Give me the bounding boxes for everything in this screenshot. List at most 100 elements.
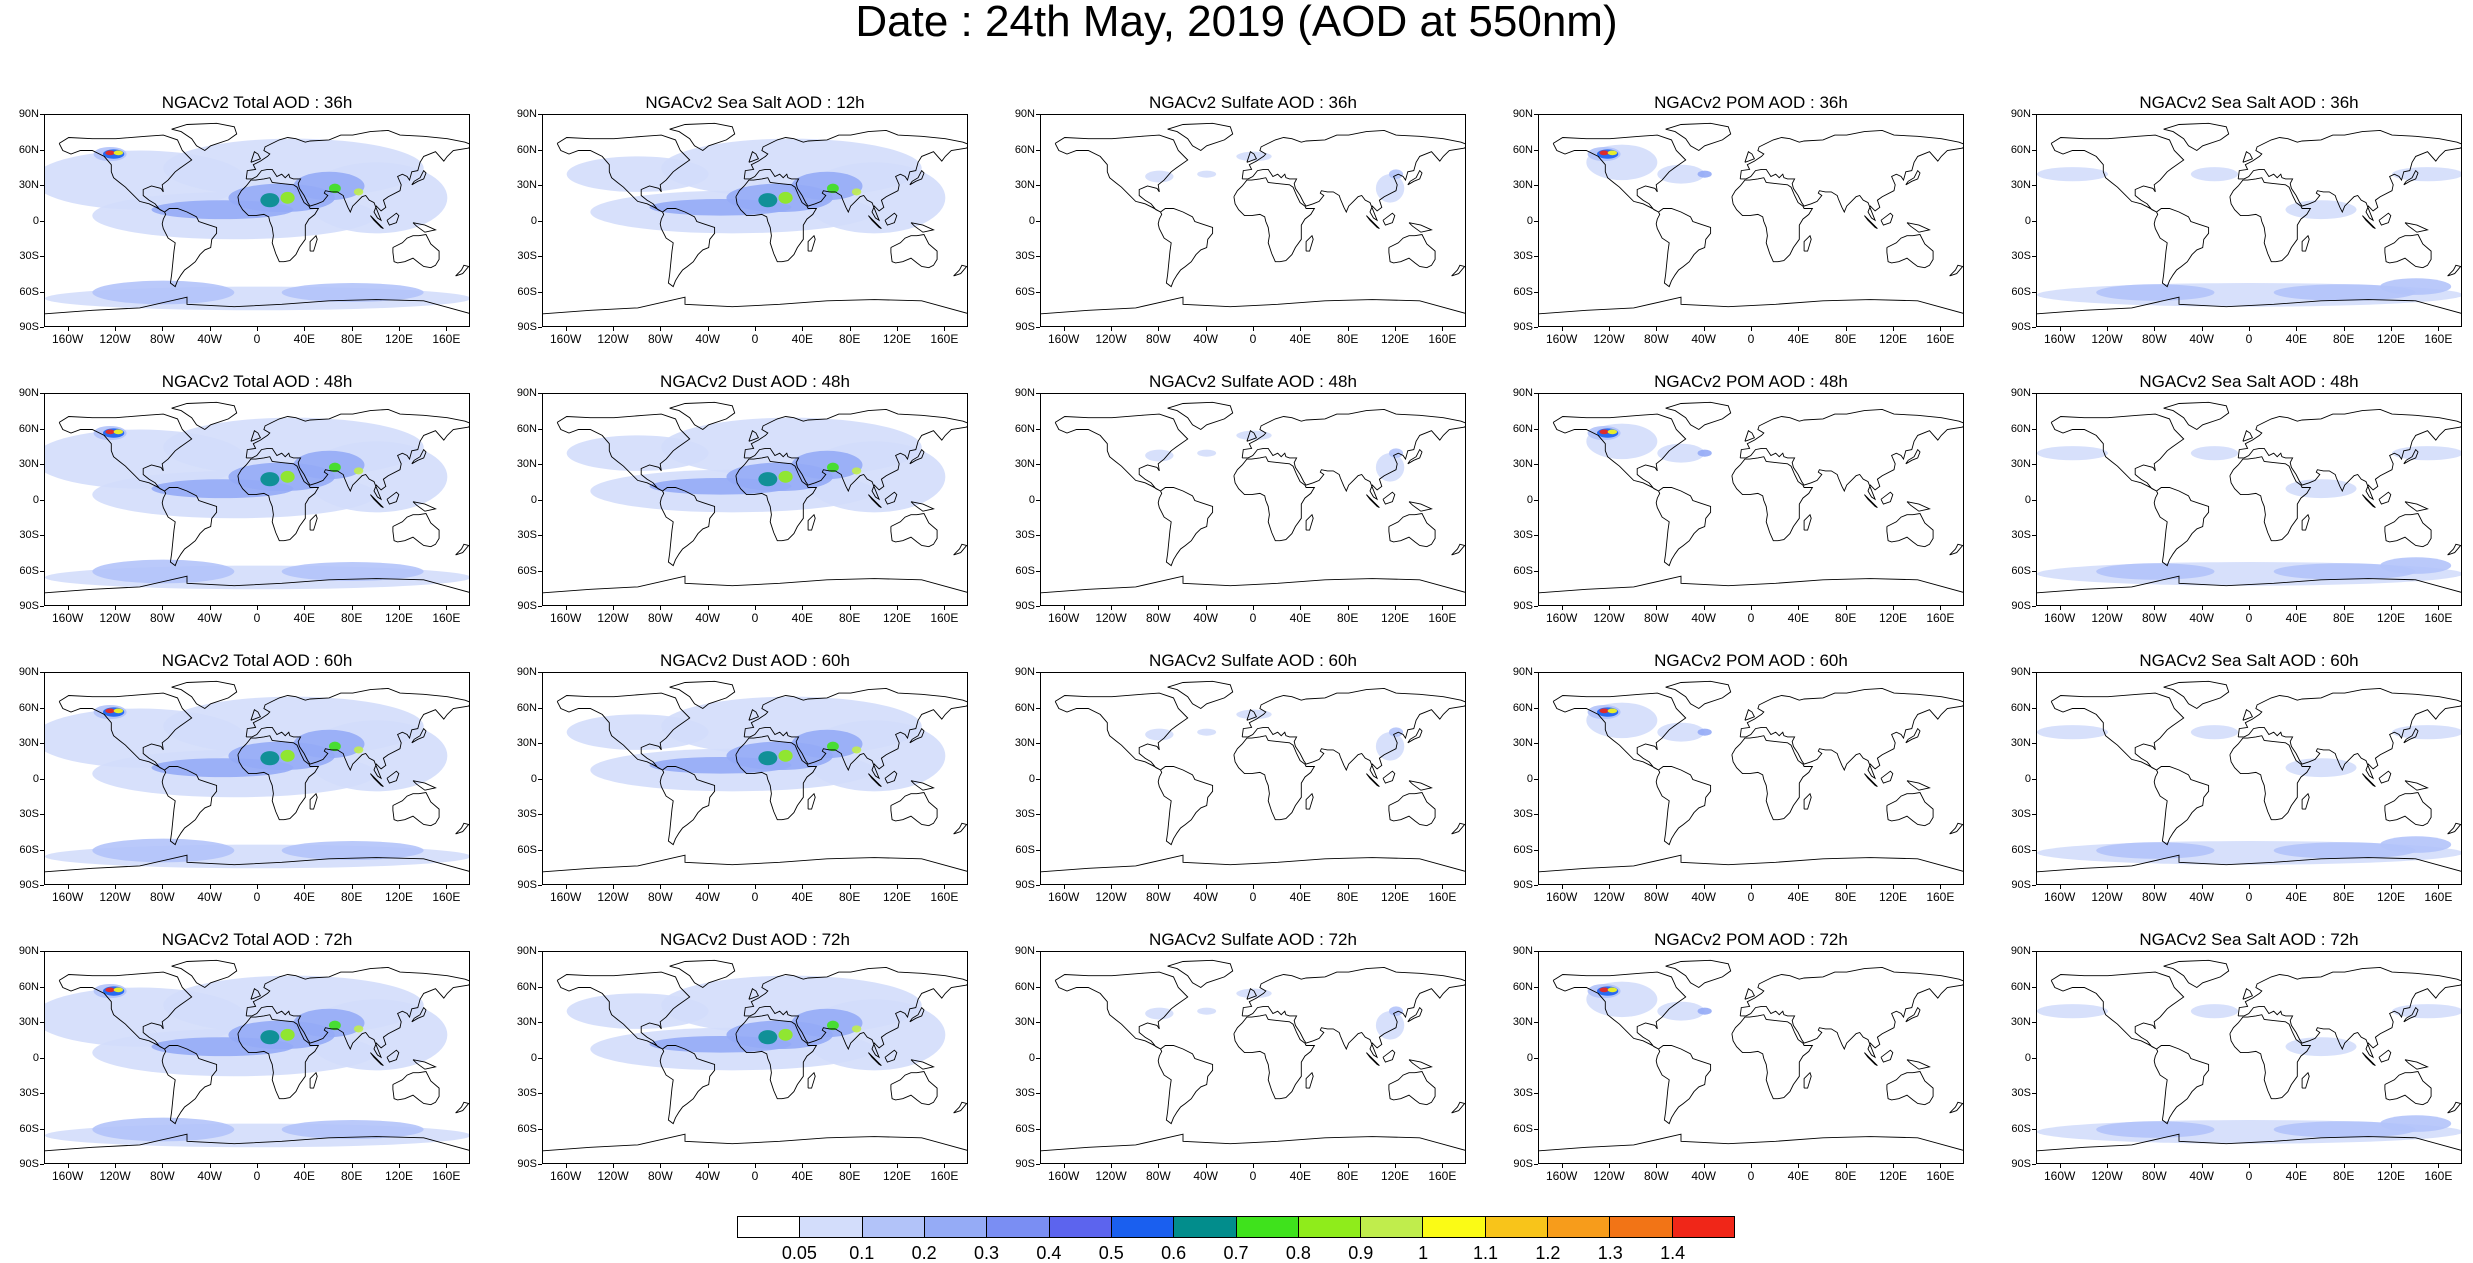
aod-field-patch — [113, 150, 124, 156]
lon-tick-mark — [399, 327, 400, 331]
lon-tick-mark — [67, 885, 69, 889]
lon-tick-mark — [2296, 327, 2298, 331]
lon-tick-mark — [1656, 606, 1658, 610]
lat-tick-label: 60N — [516, 143, 537, 156]
lon-tick-mark — [802, 885, 804, 889]
coastline — [2362, 1052, 2376, 1066]
lat-tick-label: 30N — [1512, 458, 1533, 470]
coastline — [2163, 959, 2230, 989]
coastline — [245, 408, 469, 501]
lat-tick-label: 0 — [2024, 493, 2031, 506]
lon-tick-label: 160W — [2043, 890, 2076, 904]
panel-title: NGACv2 Sea Salt AOD : 12h — [645, 93, 865, 112]
lon-tick-mark — [613, 885, 614, 889]
lat-tick-label: 30S — [19, 808, 39, 820]
lon-tick-label: 40W — [695, 890, 720, 904]
lon-tick-label: 120E — [1380, 332, 1410, 346]
coastline — [1388, 234, 1436, 269]
coastline — [1246, 709, 1258, 721]
lon-tick-mark — [2438, 885, 2440, 889]
lat-tick-mark — [1036, 220, 1040, 222]
lon-tick-mark — [1609, 606, 1610, 610]
coastline — [748, 151, 760, 163]
lon-tick-label: 160W — [1545, 332, 1578, 346]
lon-tick-mark — [660, 606, 662, 610]
colorbar-tick-label: 1.3 — [1597, 1243, 1623, 1263]
colorbar-tick-label: 0.8 — [1285, 1243, 1311, 1263]
map-frame — [542, 114, 968, 327]
lat-tick-mark — [1534, 778, 1538, 780]
lon-tick-mark — [1253, 885, 1254, 889]
lon-tick-mark — [1395, 1164, 1396, 1168]
lon-tick-label: 40E — [293, 1169, 315, 1183]
coastline — [2447, 1101, 2461, 1114]
aod-field-patch — [2273, 1121, 2416, 1138]
coastline — [556, 413, 691, 492]
lat-tick-label: 90N — [1014, 945, 1035, 957]
coastline — [1382, 770, 1396, 784]
coastline — [1906, 501, 1931, 512]
lat-tick-label: 90S — [1015, 1158, 1035, 1170]
lon-tick-mark — [1111, 885, 1112, 889]
lon-tick-mark — [802, 1164, 804, 1168]
lat-tick-label: 30N — [18, 458, 39, 470]
lon-tick-mark — [1656, 327, 1658, 331]
colorbar-swatch — [987, 1217, 1050, 1237]
lat-tick-mark — [40, 327, 44, 328]
lat-tick-mark — [40, 814, 44, 815]
lat-tick-mark — [1534, 114, 1538, 115]
lon-tick-label: 160E — [1926, 890, 1955, 904]
lon-tick-mark — [67, 606, 69, 610]
lon-tick-mark — [1253, 327, 1254, 331]
panel-title: NGACv2 POM AOD : 48h — [1654, 372, 1848, 391]
lon-tick-label: 0 — [1747, 611, 1755, 625]
coastline — [411, 169, 427, 186]
lon-tick-mark — [755, 1164, 756, 1168]
panel-title: NGACv2 Sulfate AOD : 48h — [1149, 372, 1357, 391]
lat-tick-label: 90S — [19, 321, 39, 333]
colorbar-swatch — [1111, 1217, 1175, 1237]
lon-tick-mark — [1703, 1164, 1705, 1168]
lon-tick-label: 0 — [751, 611, 759, 625]
coastline — [1041, 854, 1465, 873]
aod-field-patch — [281, 562, 424, 581]
lon-tick-mark — [1063, 606, 1065, 610]
lon-tick-mark — [399, 1164, 400, 1168]
lon-tick-label: 80W — [2141, 890, 2167, 904]
coastline — [1552, 413, 1687, 492]
coastline — [659, 208, 716, 288]
lat-tick-label: 0 — [32, 772, 39, 785]
coastline — [1665, 959, 1732, 989]
lon-tick-mark — [2059, 327, 2061, 331]
lon-tick-mark — [1798, 885, 1800, 889]
coastline — [735, 456, 818, 542]
lat-tick-label: 30N — [1014, 1016, 1035, 1028]
lat-tick-mark — [1534, 814, 1538, 815]
lat-tick-label: 60S — [1015, 564, 1035, 577]
lat-tick-mark — [2032, 743, 2036, 744]
coastline — [1949, 543, 1963, 556]
lon-tick-label: 0 — [1249, 890, 1257, 904]
lon-tick-mark — [1395, 885, 1396, 889]
panel-title: NGACv2 Sulfate AOD : 72h — [1149, 930, 1357, 949]
lon-tick-label: 160W — [1545, 890, 1578, 904]
coastline — [370, 773, 384, 787]
coastline — [807, 792, 816, 810]
coastline — [1803, 1071, 1812, 1089]
aod-field-patch — [851, 746, 862, 754]
lat-tick-label: 60N — [516, 422, 537, 435]
coastline — [909, 169, 925, 186]
coastline — [1864, 215, 1878, 229]
lon-tick-mark — [802, 327, 804, 331]
coastline — [245, 129, 469, 222]
lat-tick-mark — [2032, 499, 2036, 501]
map-panel: NGACv2 POM AOD : 72h 90N 60N 30N 0 30S 60S 90S 1… — [1502, 931, 1972, 1191]
coastline — [1408, 780, 1433, 791]
aod-field-patch — [92, 1117, 235, 1142]
lat-tick-mark — [40, 291, 44, 293]
lon-tick-mark — [115, 885, 116, 889]
coastline — [2404, 222, 2429, 233]
aod-field-patch — [280, 749, 295, 762]
colorbar-tick-label: 0.2 — [911, 1243, 937, 1263]
coastline — [455, 1101, 469, 1114]
